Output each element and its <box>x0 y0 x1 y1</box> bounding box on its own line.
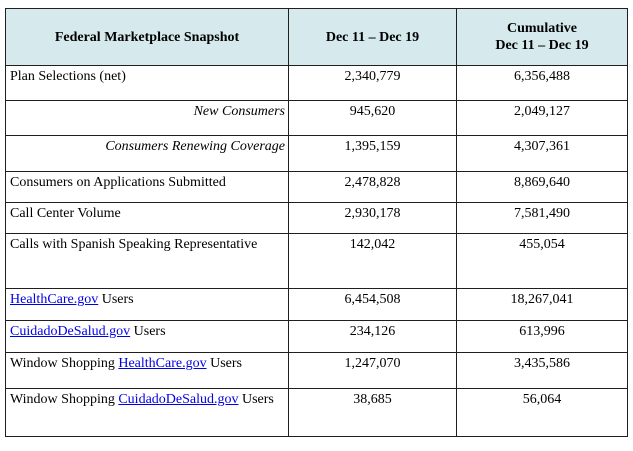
cumulative-value-new-consumers: 2,049,127 <box>456 100 628 136</box>
marketplace-snapshot-table: Federal Marketplace Snapshot Dec 11 – De… <box>5 8 628 437</box>
label-text: Consumers on Applications Submitted <box>10 175 226 190</box>
current-period-value-call-center-volume: 2,930,178 <box>288 202 457 234</box>
table-body: Plan Selections (net) 2,340,779 6,356,488 N… <box>5 65 628 437</box>
label-text: Call Center Volume <box>10 206 121 221</box>
current-period-value-healthcare-gov-users: 6,454,508 <box>288 288 457 321</box>
header-cumulative-line1: Cumulative <box>507 21 577 36</box>
label-text: Users <box>130 324 166 339</box>
cumulative-value-consumers-renewing-coverage: 4,307,361 <box>456 135 628 172</box>
label-text: New Consumers <box>193 104 285 119</box>
cumulative-value-consumers-on-applications-submitted: 8,869,640 <box>456 171 628 203</box>
cuidadodesalud-gov-link[interactable]: CuidadoDeSalud.gov <box>118 392 239 407</box>
cumulative-value-window-shopping-healthcare-gov-users: 3,435,586 <box>456 352 628 389</box>
cumulative-value-plan-selections-net: 6,356,488 <box>456 65 628 101</box>
row-label-plan-selections-net: Plan Selections (net) <box>5 65 289 101</box>
label-text: Window Shopping <box>10 356 119 371</box>
table-row-window-shopping-cuidadodesalud-gov-users: Window Shopping CuidadoDeSalud.gov Users… <box>5 388 628 437</box>
current-period-value-window-shopping-cuidadodesalud-gov-users: 38,685 <box>288 388 457 437</box>
cumulative-value-cuidadodesalud-gov-users: 613,996 <box>456 320 628 353</box>
row-label-consumers-renewing-coverage: Consumers Renewing Coverage <box>5 135 289 172</box>
current-period-value-plan-selections-net: 2,340,779 <box>288 65 457 101</box>
cumulative-value-window-shopping-cuidadodesalud-gov-users: 56,064 <box>456 388 628 437</box>
table-row-cuidadodesalud-gov-users: CuidadoDeSalud.gov Users 234,126 613,996 <box>5 320 628 353</box>
current-period-value-cuidadodesalud-gov-users: 234,126 <box>288 320 457 353</box>
row-label-healthcare-gov-users: HealthCare.gov Users <box>5 288 289 321</box>
table-row-calls-with-spanish-speaking-representative: Calls with Spanish Speaking Representati… <box>5 233 628 289</box>
cumulative-value-healthcare-gov-users: 18,267,041 <box>456 288 628 321</box>
label-text: Users <box>206 356 242 371</box>
row-label-window-shopping-cuidadodesalud-gov-users: Window Shopping CuidadoDeSalud.gov Users <box>5 388 289 437</box>
row-label-calls-with-spanish-speaking-representative: Calls with Spanish Speaking Representati… <box>5 233 289 289</box>
label-text: Users <box>238 392 274 407</box>
table-row-consumers-on-applications-submitted: Consumers on Applications Submitted 2,478… <box>5 171 628 203</box>
healthcare-gov-link[interactable]: HealthCare.gov <box>10 292 99 307</box>
row-label-window-shopping-healthcare-gov-users: Window Shopping HealthCare.gov Users <box>5 352 289 389</box>
row-label-new-consumers: New Consumers <box>5 100 289 136</box>
cumulative-value-calls-with-spanish-speaking-representative: 455,054 <box>456 233 628 289</box>
label-text: Users <box>98 292 134 307</box>
healthcare-gov-link[interactable]: HealthCare.gov <box>118 356 207 371</box>
table-row-healthcare-gov-users: HealthCare.gov Users 6,454,508 18,267,041 <box>5 288 628 321</box>
current-period-value-consumers-renewing-coverage: 1,395,159 <box>288 135 457 172</box>
label-text: Window Shopping <box>10 392 119 407</box>
row-label-call-center-volume: Call Center Volume <box>5 202 289 234</box>
table-row-call-center-volume: Call Center Volume 2,930,178 7,581,490 <box>5 202 628 234</box>
current-period-value-calls-with-spanish-speaking-representative: 142,042 <box>288 233 457 289</box>
row-label-cuidadodesalud-gov-users: CuidadoDeSalud.gov Users <box>5 320 289 353</box>
cumulative-value-call-center-volume: 7,581,490 <box>456 202 628 234</box>
current-period-value-consumers-on-applications-submitted: 2,478,828 <box>288 171 457 203</box>
label-text: Consumers Renewing Coverage <box>105 139 285 154</box>
label-text: Plan Selections (net) <box>10 69 126 84</box>
table-row-plan-selections-net: Plan Selections (net) 2,340,779 6,356,488 <box>5 65 628 101</box>
header-snapshot-title: Federal Marketplace Snapshot <box>5 8 289 66</box>
table-row-window-shopping-healthcare-gov-users: Window Shopping HealthCare.gov Users 1,24… <box>5 352 628 389</box>
current-period-value-new-consumers: 945,620 <box>288 100 457 136</box>
header-cumulative-line2: Dec 11 – Dec 19 <box>495 38 589 53</box>
row-label-consumers-on-applications-submitted: Consumers on Applications Submitted <box>5 171 289 203</box>
table-row-new-consumers: New Consumers 945,620 2,049,127 <box>5 100 628 136</box>
header-period-column: Dec 11 – Dec 19 <box>288 8 457 66</box>
cuidadodesalud-gov-link[interactable]: CuidadoDeSalud.gov <box>10 324 131 339</box>
table-row-consumers-renewing-coverage: Consumers Renewing Coverage 1,395,159 4,30… <box>5 135 628 172</box>
header-row: Federal Marketplace Snapshot Dec 11 – De… <box>5 8 628 66</box>
current-period-value-window-shopping-healthcare-gov-users: 1,247,070 <box>288 352 457 389</box>
label-text: Calls with Spanish Speaking Representati… <box>10 237 258 252</box>
header-cumulative-column: Cumulative Dec 11 – Dec 19 <box>456 8 628 66</box>
